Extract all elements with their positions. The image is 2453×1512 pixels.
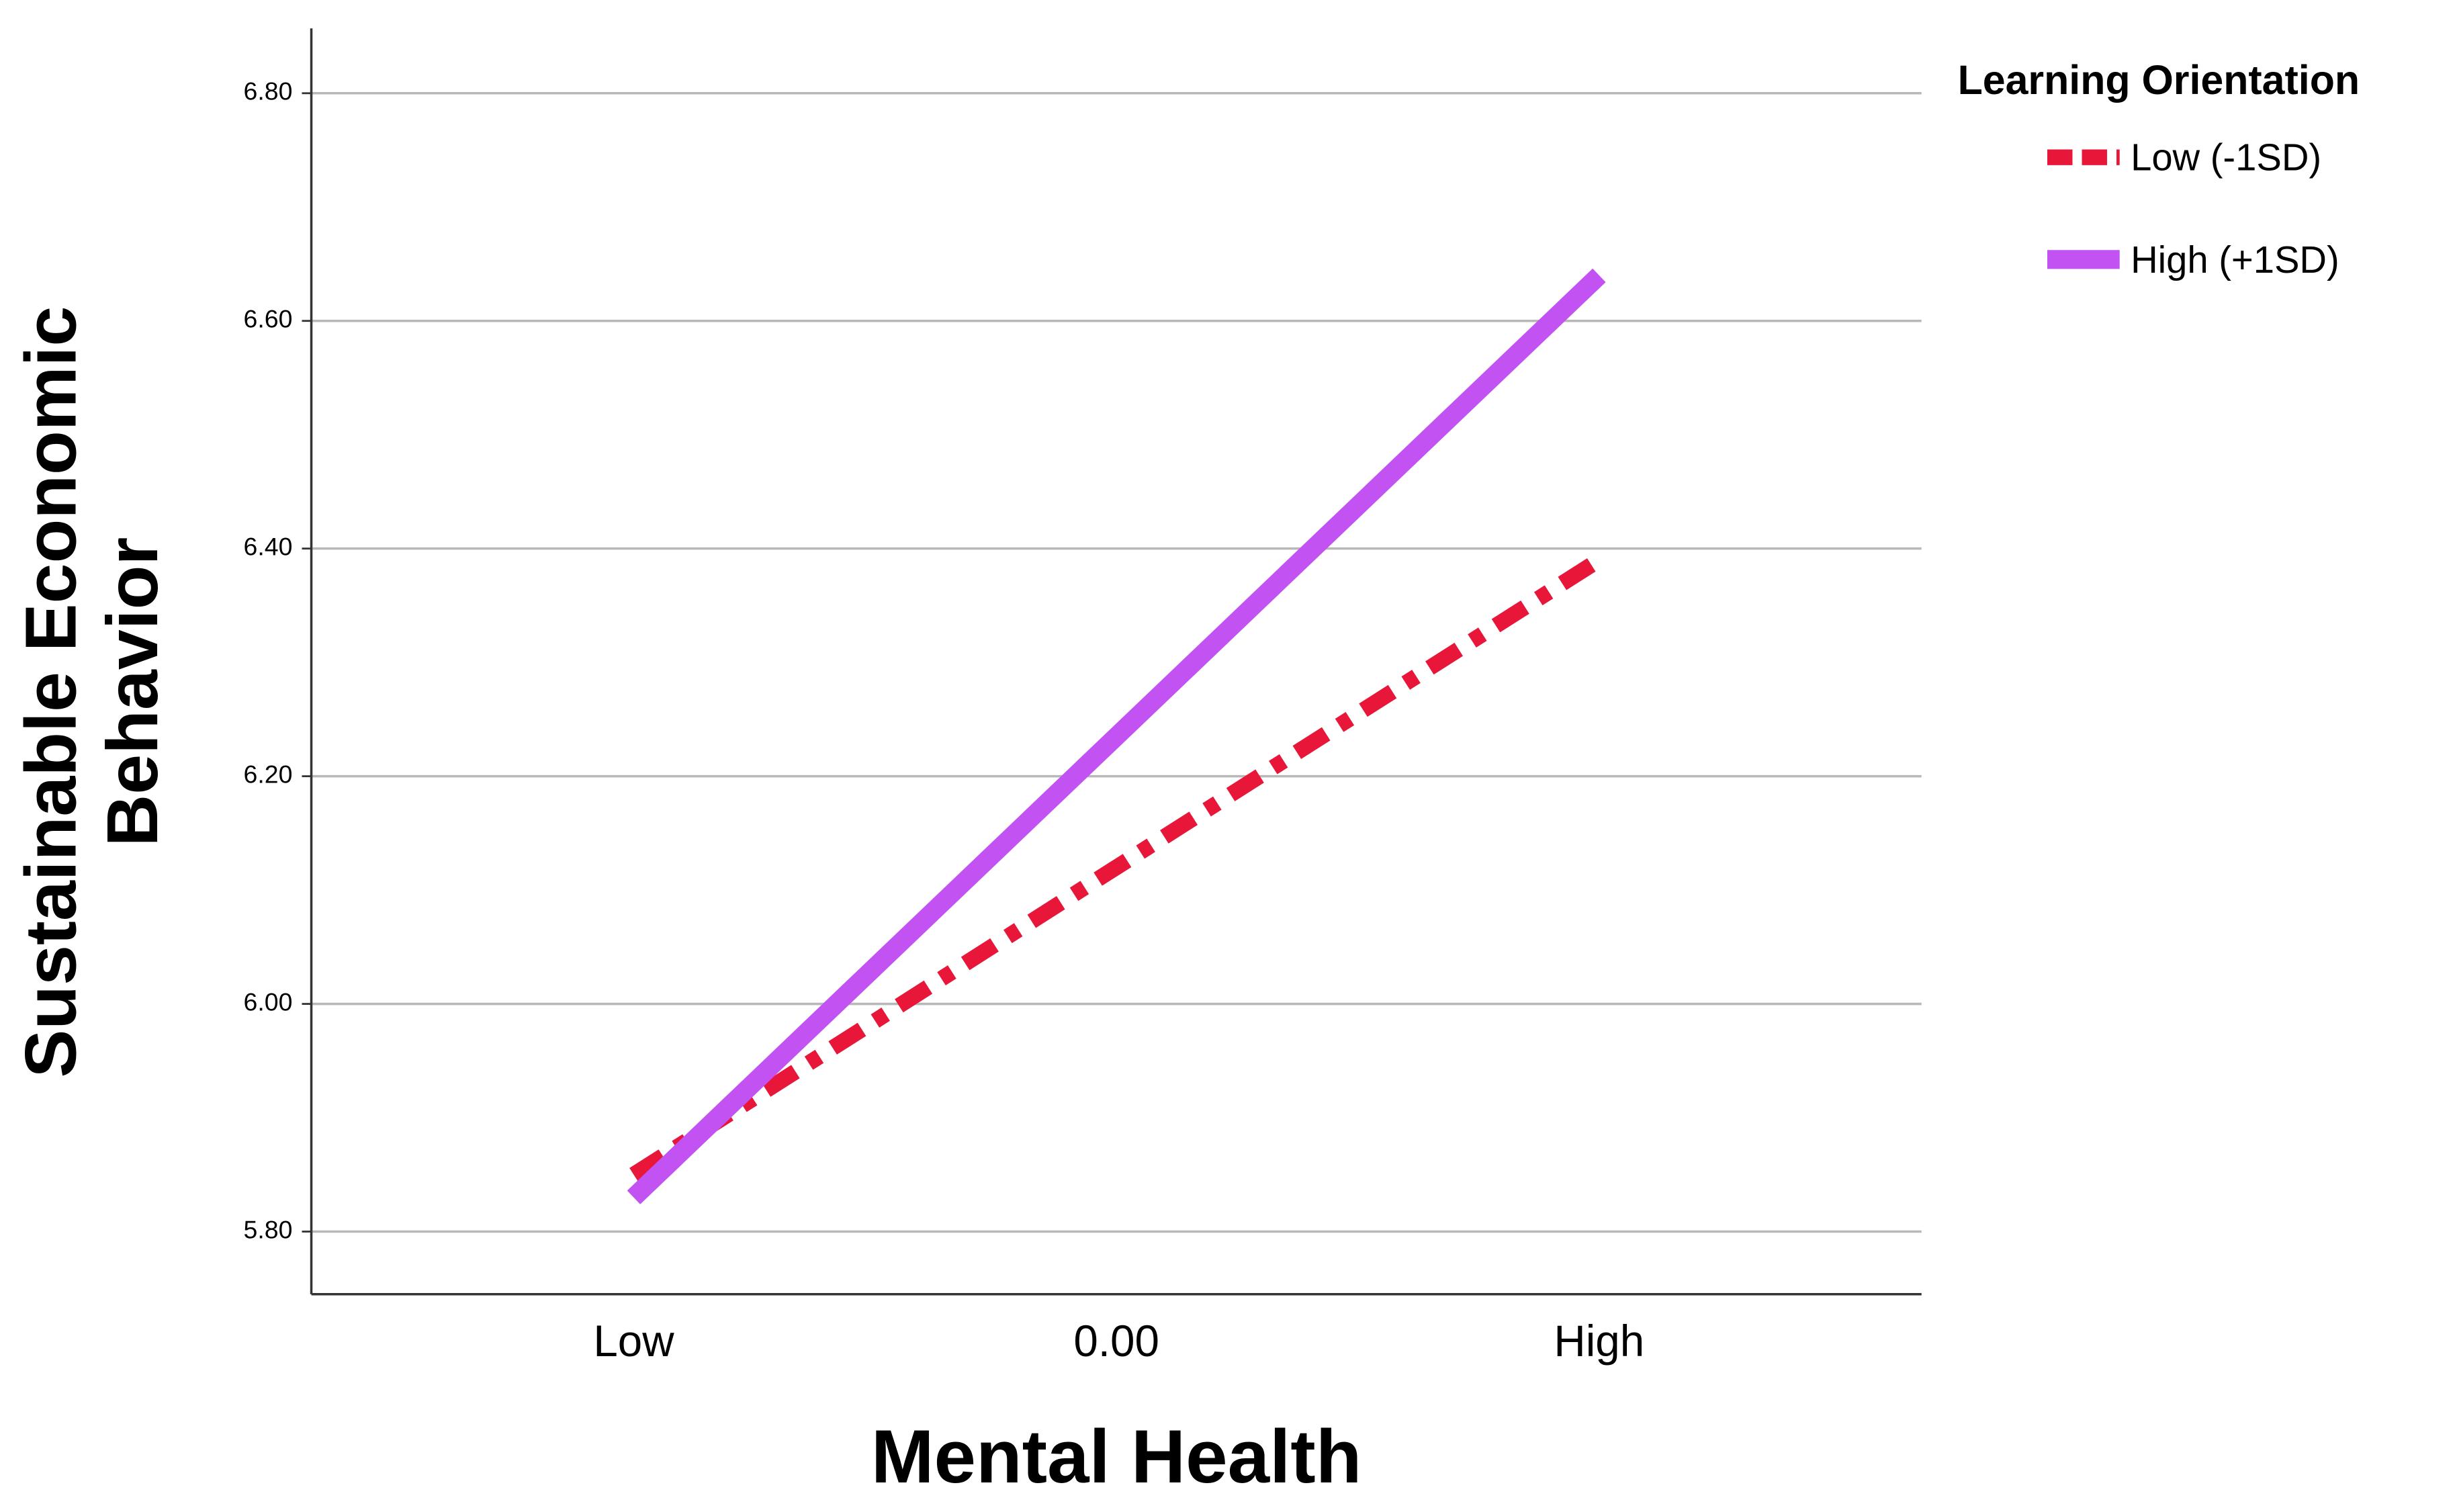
- x-tick-label: High: [1554, 1317, 1644, 1366]
- x-tick-label: 0.00: [1073, 1317, 1159, 1366]
- legend-label: Low (-1SD): [2131, 136, 2321, 179]
- y-tick-label: 6.20: [244, 760, 293, 789]
- y-axis-title-line: Sustainable Economic: [11, 306, 91, 1078]
- y-tick-label: 5.80: [244, 1215, 293, 1243]
- x-tick-label: Low: [593, 1317, 674, 1366]
- series-line: [627, 268, 1606, 1204]
- y-axis-title-line: Behavior: [92, 537, 173, 847]
- y-tick-label: 6.80: [244, 77, 293, 105]
- y-tick-label: 6.40: [244, 533, 293, 561]
- legend-title: Learning Orientation: [1958, 57, 2360, 103]
- y-tick-label: 6.00: [244, 987, 293, 1016]
- legend-label: High (+1SD): [2131, 238, 2339, 281]
- x-axis-title: Mental Health: [871, 1414, 1362, 1499]
- y-axis-title: Sustainable EconomicBehavior: [11, 306, 173, 1078]
- series-line: [629, 553, 1604, 1182]
- y-tick-label: 6.60: [244, 305, 293, 333]
